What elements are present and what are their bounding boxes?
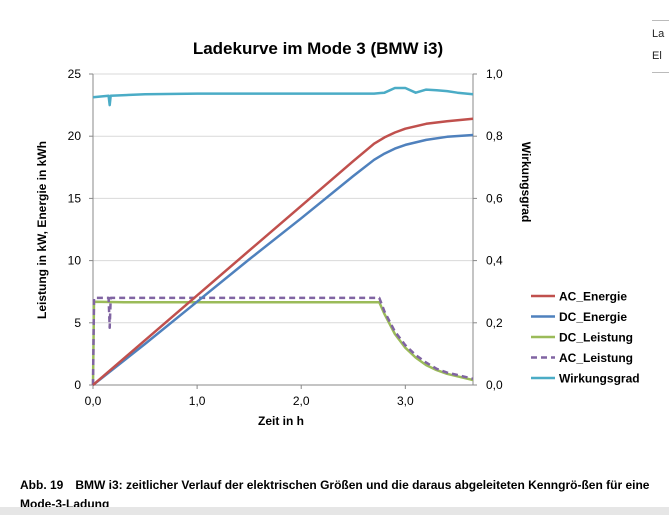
caption-number: Abb. 19 bbox=[20, 478, 64, 492]
chart: Ladekurve im Mode 3 (BMW i3) 05101520250… bbox=[35, 39, 640, 428]
y2-tick-label-0: 0,0 bbox=[486, 378, 503, 392]
series-line-dc-energie bbox=[92, 133, 474, 386]
legend: AC_Energie DC_Energie DC_Leistung AC_Leistu… bbox=[531, 290, 640, 386]
y2-tick-label-1: 0,2 bbox=[486, 316, 503, 330]
side-note-line-2: El bbox=[652, 50, 662, 62]
y-tick-label-3: 15 bbox=[68, 191, 82, 205]
legend-label-ac-energie: AC_Energie bbox=[559, 290, 627, 304]
side-note-line-1: La bbox=[652, 28, 665, 40]
y2-tick-label-4: 0,8 bbox=[486, 129, 503, 143]
y-tick-label-0: 0 bbox=[74, 378, 81, 392]
x-tick-label-0: 0,0 bbox=[85, 394, 102, 408]
series-line-dc-leistung bbox=[91, 300, 474, 386]
gridlines bbox=[93, 73, 473, 324]
side-rule-bottom bbox=[652, 72, 669, 73]
data-series bbox=[91, 86, 474, 386]
series-line-ac-energie bbox=[92, 117, 474, 386]
legend-label-wirkungsgrad: Wirkungsgrad bbox=[559, 372, 640, 386]
legend-label-dc-energie: DC_Energie bbox=[559, 310, 627, 324]
y2-axis-label: Wirkungsgrad bbox=[519, 142, 533, 223]
x-tick-label-3: 3,0 bbox=[397, 394, 414, 408]
tick-labels: 0 5 10 15 20 25 0,0 0,2 0,4 0,6 0,8 1,0 0,0 1,0 2,0 3,0 bbox=[68, 67, 503, 408]
y2-tick-label-5: 1,0 bbox=[486, 67, 503, 81]
y-axis-label: Leistung in kW, Energie in kWh bbox=[35, 141, 49, 319]
bottom-scrollbar bbox=[0, 507, 669, 515]
y2-tick-label-3: 0,6 bbox=[486, 191, 503, 205]
y-tick-label-1: 5 bbox=[74, 316, 81, 330]
y-tick-label-4: 20 bbox=[68, 129, 82, 143]
chart-title: Ladekurve im Mode 3 (BMW i3) bbox=[193, 39, 443, 58]
series-line-wirkungsgrad bbox=[92, 86, 474, 107]
legend-label-dc-leistung: DC_Leistung bbox=[559, 331, 633, 345]
x-tick-label-1: 1,0 bbox=[189, 394, 206, 408]
x-tick-label-2: 2,0 bbox=[293, 394, 310, 408]
side-rule-top bbox=[652, 20, 669, 21]
y-tick-label-2: 10 bbox=[68, 254, 82, 268]
x-axis-label: Zeit in h bbox=[258, 414, 304, 428]
series-line-ac-leistung bbox=[91, 296, 474, 386]
legend-label-ac-leistung: AC_Leistung bbox=[559, 351, 633, 365]
y-tick-label-5: 25 bbox=[68, 67, 82, 81]
y2-tick-label-2: 0,4 bbox=[486, 254, 503, 268]
